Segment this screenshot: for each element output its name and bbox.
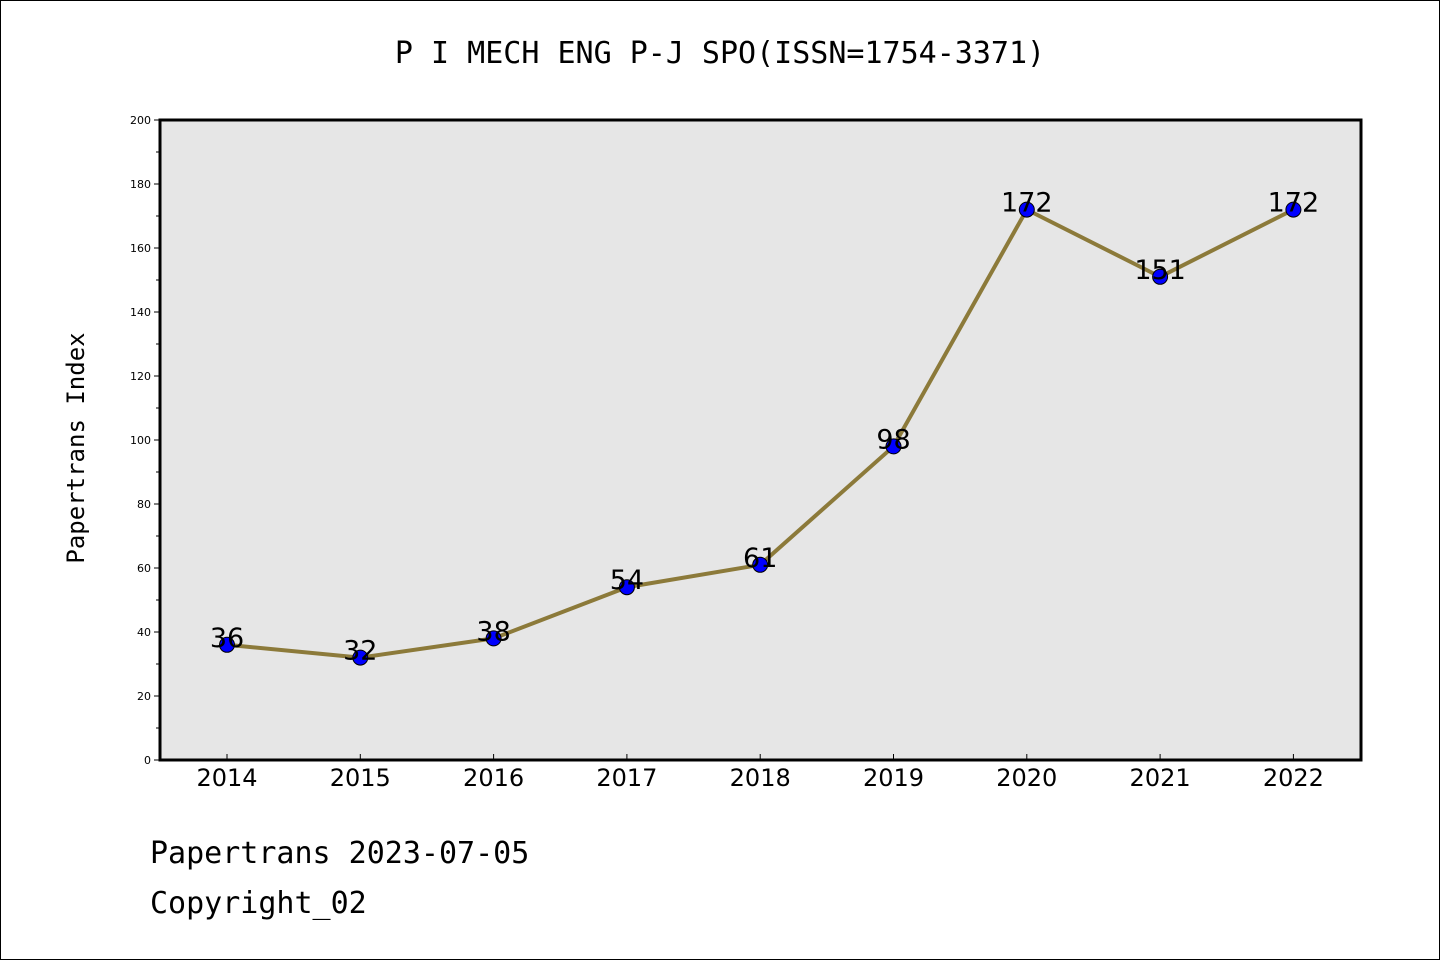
y-tick-label: 180 (130, 178, 151, 191)
data-point (219, 636, 235, 653)
plot-area (160, 120, 1361, 760)
data-label: 151 (1134, 255, 1186, 286)
data-points (219, 201, 1302, 666)
data-label: 38 (476, 616, 510, 647)
y-tick-label: 40 (137, 626, 151, 639)
y-tick-label: 60 (137, 562, 151, 575)
x-tick-label: 2014 (196, 764, 257, 792)
data-label: 54 (610, 565, 644, 596)
data-label: 98 (876, 424, 910, 455)
x-tick-label: 2018 (730, 764, 791, 792)
data-point (618, 579, 635, 596)
x-tick-label: 2015 (330, 764, 391, 792)
y-tick-label: 160 (130, 242, 151, 255)
data-label: 61 (743, 543, 777, 574)
plot-border (158, 118, 1363, 762)
x-tick-label: 2019 (863, 764, 924, 792)
data-label: 32 (343, 636, 377, 667)
y-tick-label: 120 (130, 370, 151, 383)
data-point (1018, 201, 1035, 218)
data-point (752, 556, 769, 573)
x-axis: 2014 2015 2016 2017 2018 2019 2020 2021 2022 (196, 754, 1324, 792)
footer-date: Papertrans 2023-07-05 (150, 836, 530, 871)
data-label: 36 (210, 623, 244, 654)
y-tick-label: 200 (130, 114, 151, 127)
data-label: 172 (1268, 188, 1320, 219)
y-tick-label: 0 (144, 754, 151, 767)
x-tick-label: 2017 (596, 764, 657, 792)
y-tick-label: 100 (130, 434, 151, 447)
data-point (352, 649, 369, 666)
data-label: 172 (1001, 188, 1053, 219)
x-tick-label: 2022 (1263, 764, 1324, 792)
x-tick-label: 2021 (1130, 764, 1191, 792)
data-labels: 36 32 38 54 61 98 172 151 172 (210, 188, 1319, 667)
data-point (1152, 268, 1169, 285)
y-axis: 0 20 40 60 80 100 120 140 160 180 200 (130, 114, 160, 767)
x-tick-label: 2020 (996, 764, 1057, 792)
data-point (1285, 201, 1302, 218)
y-tick-label: 80 (137, 498, 151, 511)
chart-title: P I MECH ENG P-J SPO(ISSN=1754-3371) (394, 36, 1046, 71)
data-point (885, 438, 902, 455)
x-tick-label: 2016 (463, 764, 524, 792)
footer-copyright: Copyright_02 (150, 886, 367, 921)
data-point (485, 630, 502, 647)
y-tick-label: 140 (130, 306, 151, 319)
y-tick-label: 20 (137, 690, 151, 703)
